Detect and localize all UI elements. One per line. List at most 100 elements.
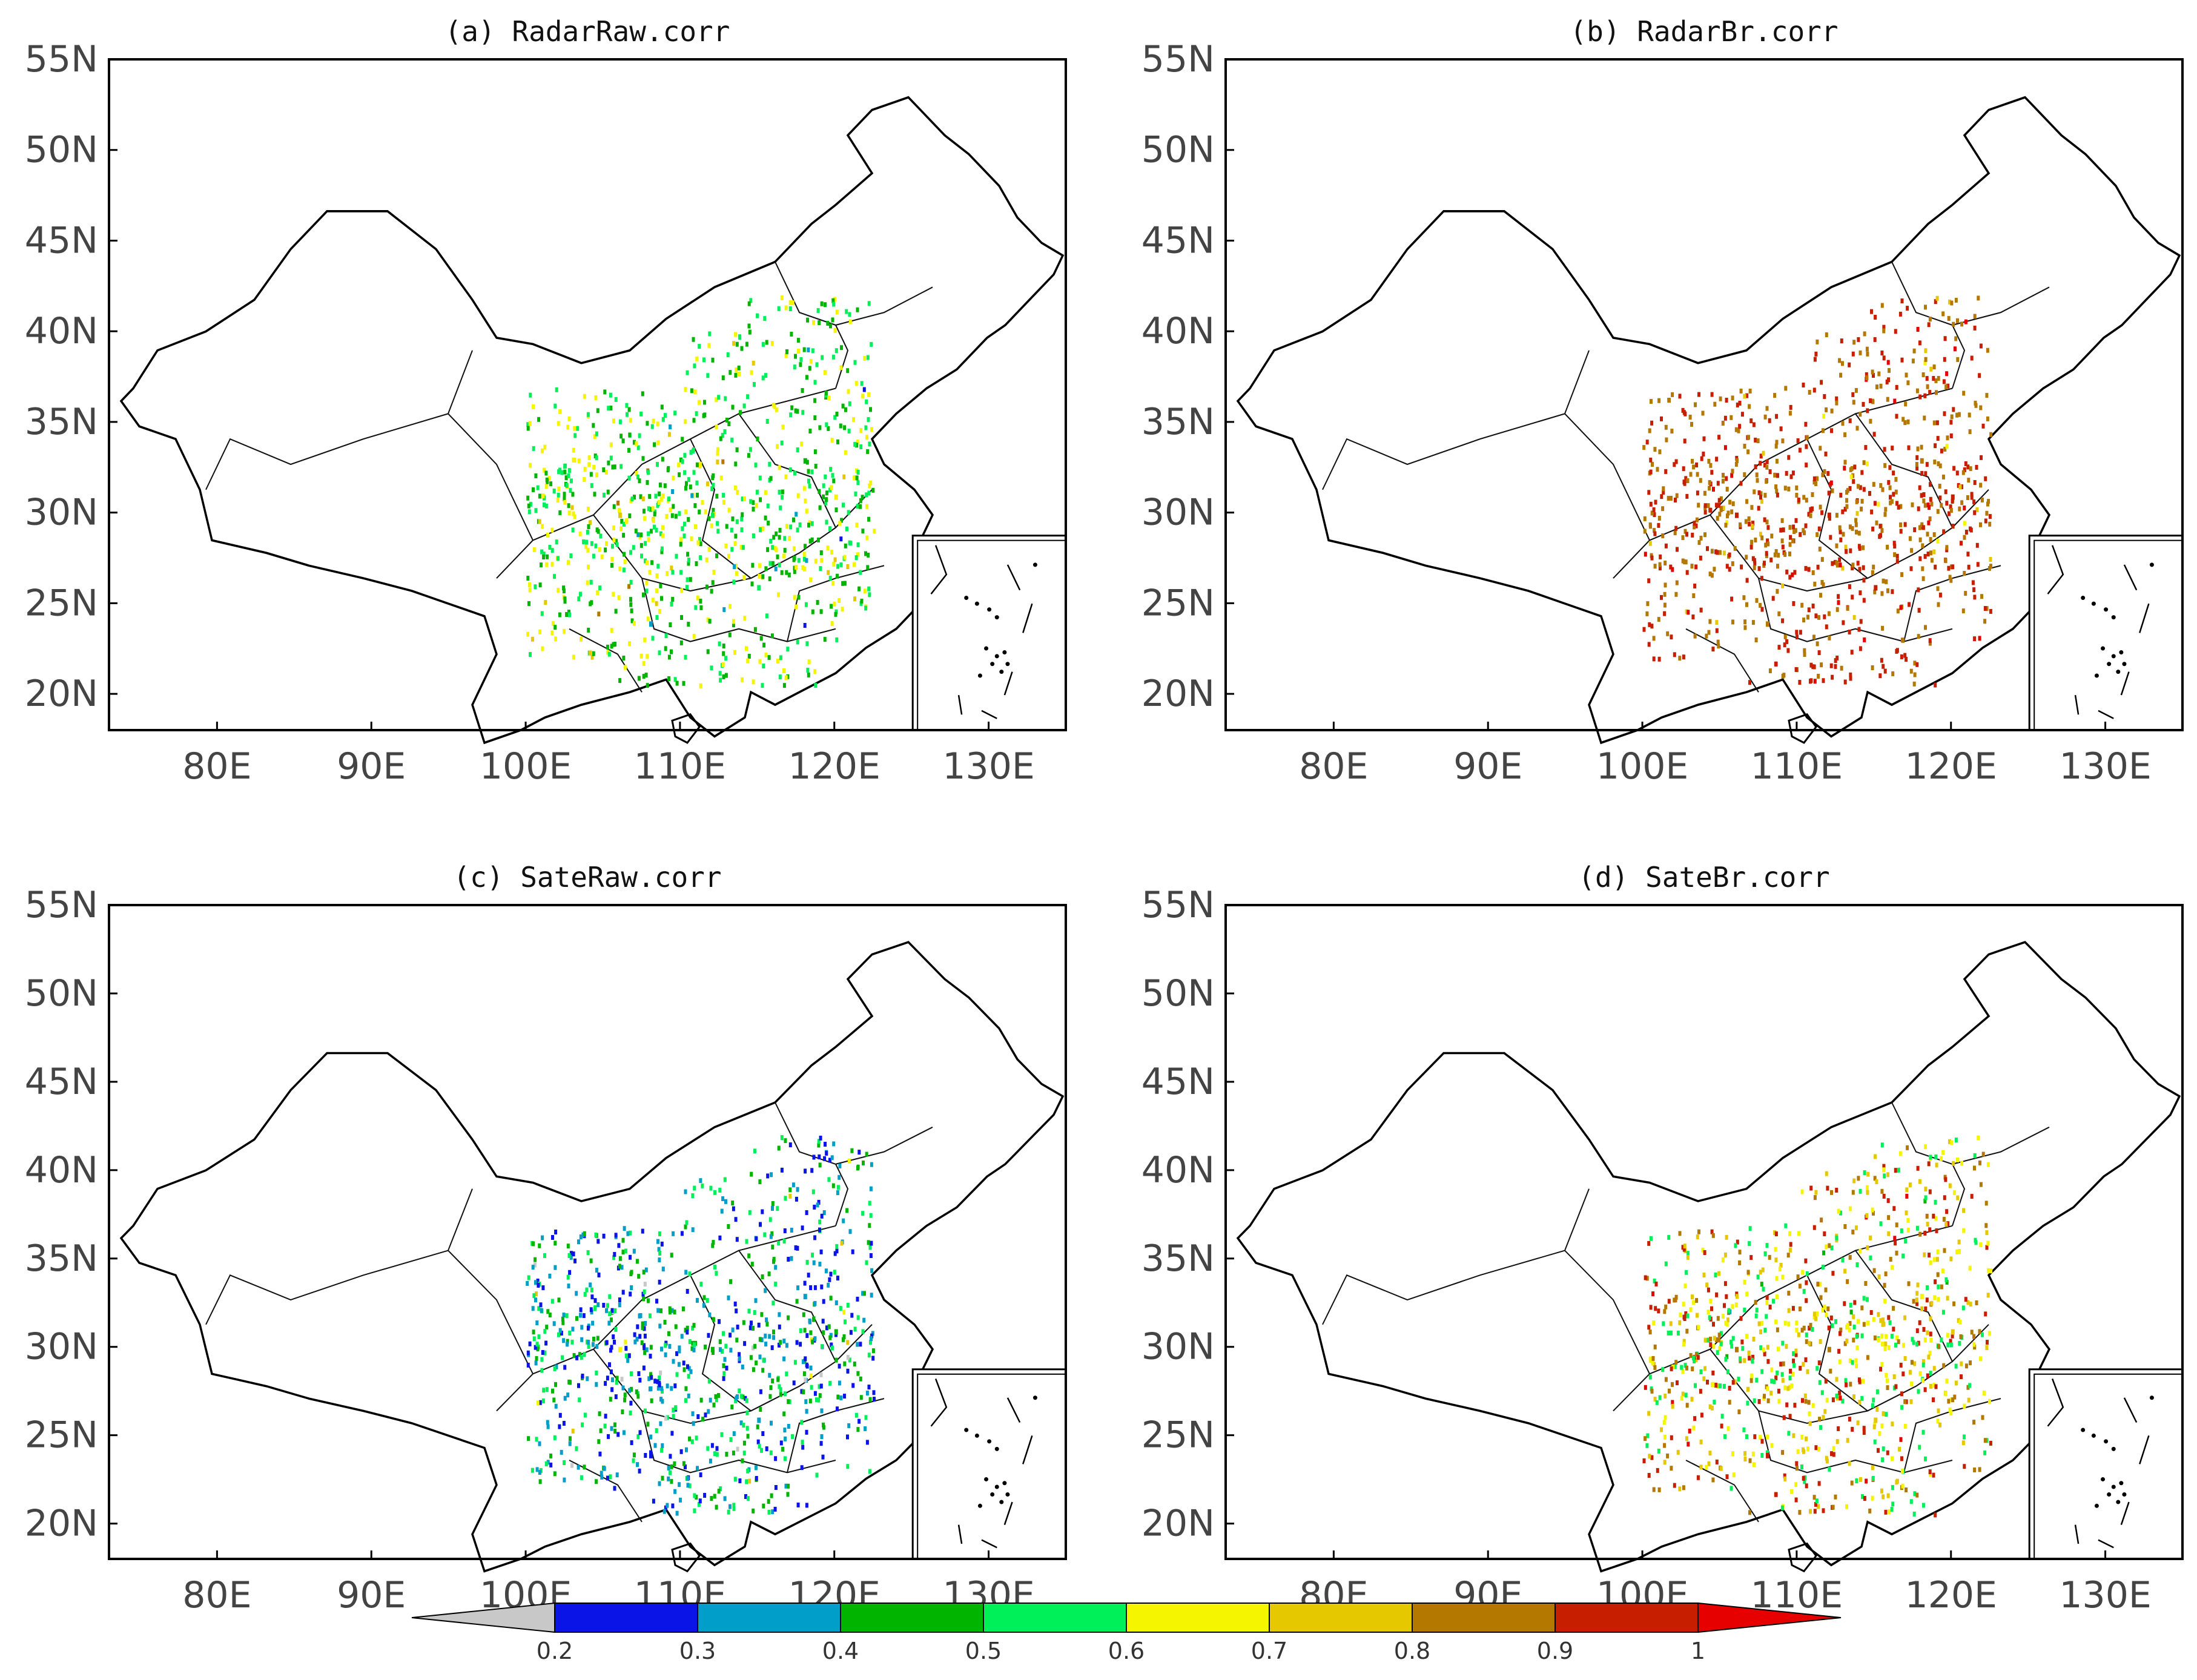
data-point: [657, 1247, 661, 1252]
data-point: [684, 419, 687, 424]
data-point: [678, 1482, 681, 1487]
data-point: [1788, 1231, 1792, 1236]
data-point: [770, 1493, 773, 1498]
data-point: [1689, 472, 1693, 477]
data-point: [1918, 556, 1922, 561]
data-point: [644, 1267, 648, 1273]
data-point: [1928, 1227, 1932, 1233]
data-point: [675, 1510, 679, 1516]
data-point: [1871, 1403, 1874, 1408]
data-point: [1734, 1346, 1739, 1352]
data-point: [541, 524, 544, 529]
data-point: [1674, 1297, 1677, 1303]
data-point: [1806, 1369, 1809, 1374]
inset-island: [2111, 1446, 2116, 1451]
data-point: [1846, 1438, 1849, 1443]
data-point: [1753, 561, 1757, 566]
data-point: [571, 1326, 575, 1332]
data-point: [546, 554, 549, 559]
data-point: [819, 550, 823, 555]
data-point: [783, 536, 787, 541]
data-point: [736, 490, 739, 495]
data-point: [710, 523, 713, 529]
data-point: [1757, 490, 1761, 495]
data-point: [1802, 1447, 1805, 1452]
data-point: [1883, 1346, 1887, 1351]
data-point: [727, 1295, 730, 1300]
data-point: [721, 662, 725, 667]
data-point: [752, 500, 755, 506]
data-point: [1754, 437, 1757, 443]
data-point: [1825, 1244, 1828, 1250]
data-point: [1656, 467, 1659, 472]
data-point: [1711, 1370, 1715, 1375]
data-point: [1730, 415, 1733, 420]
data-point: [1862, 1379, 1865, 1384]
data-point: [1954, 1380, 1958, 1386]
data-point: [1814, 1501, 1817, 1507]
data-point: [846, 564, 850, 569]
data-point: [1884, 1509, 1888, 1515]
inset-island: [984, 646, 989, 651]
data-point: [807, 659, 811, 665]
data-point: [528, 587, 532, 593]
data-point: [750, 581, 754, 587]
data-point: [1918, 1231, 1922, 1237]
data-point: [667, 676, 671, 681]
data-point: [1879, 1318, 1883, 1323]
data-point: [616, 500, 619, 506]
data-point: [621, 1385, 625, 1391]
data-point: [1839, 492, 1843, 498]
data-point: [1983, 606, 1987, 611]
data-point: [1909, 1499, 1913, 1504]
data-point: [646, 683, 649, 688]
inset-frame: [2028, 535, 2184, 731]
data-point: [1880, 657, 1883, 663]
data-point: [568, 612, 571, 618]
data-point: [1955, 412, 1959, 418]
data-point: [1777, 645, 1781, 650]
data-point: [1762, 1347, 1765, 1352]
data-point: [647, 1376, 651, 1382]
data-point: [824, 1268, 828, 1274]
data-point: [1989, 1268, 1993, 1274]
data-point: [1830, 428, 1833, 433]
data-point: [1731, 561, 1734, 567]
data-point: [1858, 1400, 1862, 1405]
data-point: [656, 1385, 660, 1391]
colorbar-segment: [554, 1603, 698, 1633]
data-point: [856, 552, 859, 558]
data-point: [1945, 1280, 1949, 1285]
data-point: [1848, 1417, 1851, 1422]
data-point: [629, 418, 632, 423]
data-point: [575, 1291, 578, 1296]
data-point: [1751, 521, 1754, 526]
data-point: [774, 1456, 778, 1461]
data-point: [664, 646, 667, 651]
data-point: [1648, 1374, 1652, 1380]
data-point: [750, 1320, 753, 1326]
data-point: [613, 1486, 616, 1491]
data-point: [1922, 1326, 1926, 1332]
data-point: [761, 574, 765, 579]
data-point: [689, 484, 692, 490]
data-point: [1763, 493, 1767, 498]
data-point: [722, 493, 725, 498]
data-point: [647, 506, 650, 512]
inset-island: [2107, 1492, 2112, 1497]
data-point: [1751, 1357, 1754, 1363]
data-point: [1763, 517, 1766, 522]
data-point: [843, 555, 847, 560]
data-point: [1901, 417, 1905, 422]
data-point: [1709, 507, 1713, 513]
data-point: [784, 1483, 788, 1489]
data-point: [1667, 1299, 1671, 1304]
data-point: [535, 1437, 538, 1442]
data-point: [697, 1501, 701, 1507]
data-point: [1774, 1492, 1777, 1497]
data-point: [1830, 1451, 1833, 1457]
data-point: [1812, 1314, 1816, 1320]
data-point: [1852, 1178, 1856, 1184]
data-point: [1760, 1453, 1764, 1458]
inset-coastline: [930, 545, 948, 595]
